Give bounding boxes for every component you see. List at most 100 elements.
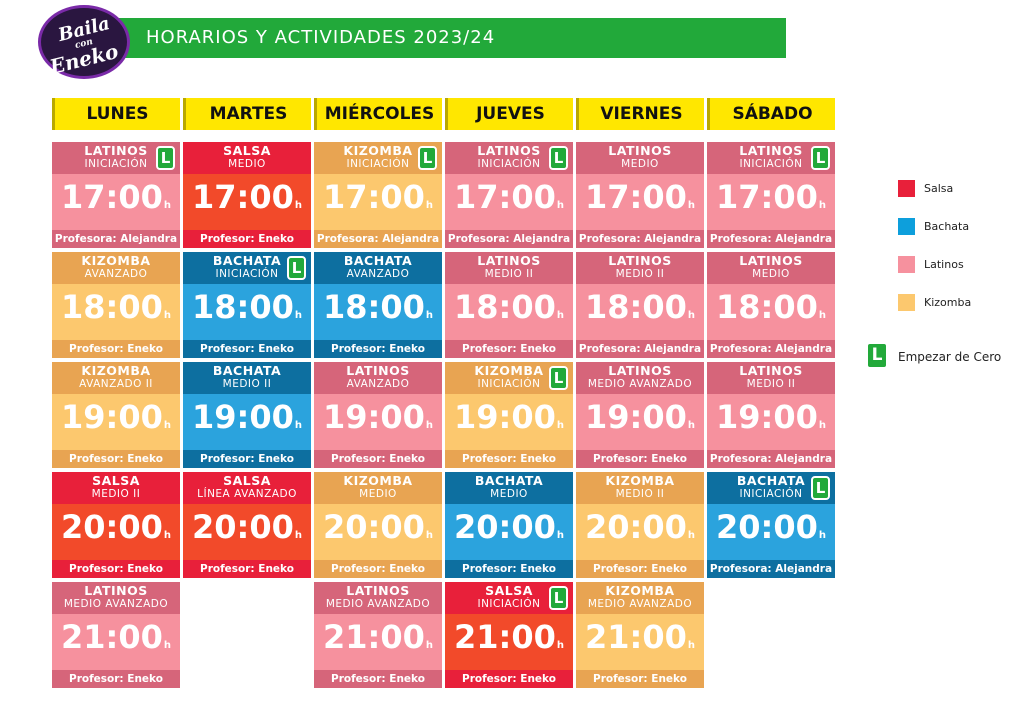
class-time-suffix: h: [687, 200, 695, 211]
class-teacher: Profesora: Alejandra: [314, 230, 442, 248]
class-card-kizomba: KIZOMBA INICIACIÓN 17:00h Profesora: Alejan…: [314, 142, 442, 248]
class-name: KIZOMBA: [81, 253, 151, 268]
class-time-value: 21:00: [454, 618, 556, 656]
class-card-salsa: SALSA INICIACIÓN 21:00h Profesor: Eneko L: [445, 582, 573, 688]
class-level: MEDIO II: [615, 268, 665, 280]
legend-label: Kizomba: [924, 296, 972, 309]
class-time-value: 19:00: [585, 398, 687, 436]
class-time-value: 19:00: [323, 398, 425, 436]
beginner-badge-icon: L: [811, 476, 830, 500]
class-level: AVANZADO: [346, 268, 410, 280]
class-card-latinos: LATINOS MEDIO 17:00h Profesora: Alejandra: [576, 142, 704, 248]
class-name: LATINOS: [477, 253, 541, 268]
class-time: 18:00h: [576, 288, 704, 335]
class-name: SALSA: [223, 473, 271, 488]
class-card-kizomba: KIZOMBA INICIACIÓN 19:00h Profesor: Eneko L: [445, 362, 573, 468]
class-card-kizomba: KIZOMBA MEDIO AVANZADO 21:00h Profesor: Ene…: [576, 582, 704, 688]
class-time-value: 18:00: [192, 288, 294, 326]
beginner-badge-icon: L: [549, 586, 568, 610]
class-name: KIZOMBA: [605, 473, 675, 488]
legend-item-salsa: Salsa: [898, 180, 1024, 200]
beginner-badge-icon: L: [287, 256, 306, 280]
class-time-suffix: h: [425, 640, 433, 651]
class-teacher: Profesora: Alejandra: [576, 230, 704, 248]
class-time-value: 18:00: [454, 288, 556, 326]
class-header: KIZOMBA AVANZADO II: [52, 362, 180, 394]
class-teacher: Profesor: Eneko: [52, 670, 180, 688]
class-time: 21:00h: [445, 618, 573, 665]
class-header: KIZOMBA MEDIO: [314, 472, 442, 504]
class-header: LATINOS MEDIO: [707, 252, 835, 284]
class-card-salsa: SALSA MEDIO II 20:00h Profesor: Eneko: [52, 472, 180, 578]
title-banner: HORARIOS Y ACTIVIDADES 2023/24: [78, 18, 786, 58]
class-name: BACHATA: [212, 253, 282, 268]
class-header: KIZOMBA MEDIO AVANZADO: [576, 582, 704, 614]
class-teacher: Profesor: Eneko: [576, 560, 704, 578]
logo: Baila con Eneko: [38, 5, 130, 79]
class-card-latinos: LATINOS INICIACIÓN 17:00h Profesora: Alejan…: [707, 142, 835, 248]
legend-label: Empezar de Cero: [898, 350, 1002, 364]
class-time-suffix: h: [687, 310, 695, 321]
class-name: LATINOS: [739, 363, 803, 378]
class-card-latinos: LATINOS AVANZADO 19:00h Profesor: Eneko: [314, 362, 442, 468]
class-time-value: 21:00: [61, 618, 163, 656]
class-level: INICIACIÓN: [739, 158, 803, 170]
class-name: SALSA: [485, 583, 533, 598]
class-time-value: 17:00: [323, 178, 425, 216]
class-teacher: Profesor: Eneko: [445, 560, 573, 578]
class-time-suffix: h: [425, 310, 433, 321]
class-time: 20:00h: [52, 508, 180, 555]
class-teacher: Profesora: Alejandra: [445, 230, 573, 248]
class-time-suffix: h: [818, 530, 826, 541]
class-teacher: Profesor: Eneko: [183, 230, 311, 248]
class-name: KIZOMBA: [605, 583, 675, 598]
class-time: 19:00h: [445, 398, 573, 445]
class-level: AVANZADO II: [79, 378, 153, 390]
class-time-value: 17:00: [61, 178, 163, 216]
class-name: LATINOS: [84, 583, 148, 598]
class-time-value: 20:00: [61, 508, 163, 546]
class-time-suffix: h: [818, 200, 826, 211]
class-name: LATINOS: [608, 253, 672, 268]
class-time: 20:00h: [445, 508, 573, 555]
class-name: LATINOS: [608, 143, 672, 158]
class-card-bachata: BACHATA MEDIO II 19:00h Profesor: Eneko: [183, 362, 311, 468]
class-time-value: 21:00: [323, 618, 425, 656]
class-time-suffix: h: [163, 310, 171, 321]
class-name: BACHATA: [736, 473, 806, 488]
class-time-suffix: h: [163, 200, 171, 211]
class-time: 17:00h: [52, 178, 180, 225]
class-teacher: Profesor: Eneko: [183, 560, 311, 578]
class-time: 18:00h: [183, 288, 311, 335]
day-header: SÁBADO: [707, 98, 835, 130]
legend-item-kizomba: Kizomba: [898, 294, 1024, 314]
class-level: AVANZADO: [346, 378, 410, 390]
class-time-suffix: h: [294, 310, 302, 321]
class-time-suffix: h: [425, 420, 433, 431]
class-name: BACHATA: [343, 253, 413, 268]
beginner-badge-icon: L: [418, 146, 437, 170]
class-time: 20:00h: [314, 508, 442, 555]
legend-item-latinos: Latinos: [898, 256, 1024, 276]
class-level: INICIACIÓN: [84, 158, 148, 170]
class-teacher: Profesora: Alejandra: [52, 230, 180, 248]
class-time: 20:00h: [183, 508, 311, 555]
bachata-swatch: [898, 218, 915, 235]
class-time-suffix: h: [556, 640, 564, 651]
class-teacher: Profesora: Alejandra: [707, 450, 835, 468]
class-level: INICIACIÓN: [739, 488, 803, 500]
class-card-kizomba: KIZOMBA AVANZADO 18:00h Profesor: Eneko: [52, 252, 180, 358]
class-name: KIZOMBA: [343, 143, 413, 158]
class-level: MEDIO: [621, 158, 659, 170]
legend-item-beginner: L Empezar de Cero: [866, 342, 1024, 370]
class-time-suffix: h: [294, 200, 302, 211]
class-card-bachata: BACHATA INICIACIÓN 18:00h Profesor: Eneko L: [183, 252, 311, 358]
class-header: LATINOS MEDIO II: [707, 362, 835, 394]
class-teacher: Profesor: Eneko: [314, 450, 442, 468]
class-time-value: 20:00: [716, 508, 818, 546]
class-time-value: 19:00: [454, 398, 556, 436]
class-card-bachata: BACHATA AVANZADO 18:00h Profesor: Eneko: [314, 252, 442, 358]
class-card-latinos: LATINOS MEDIO AVANZADO 21:00h Profesor: Ene…: [314, 582, 442, 688]
class-time-value: 20:00: [585, 508, 687, 546]
class-time-value: 19:00: [192, 398, 294, 436]
